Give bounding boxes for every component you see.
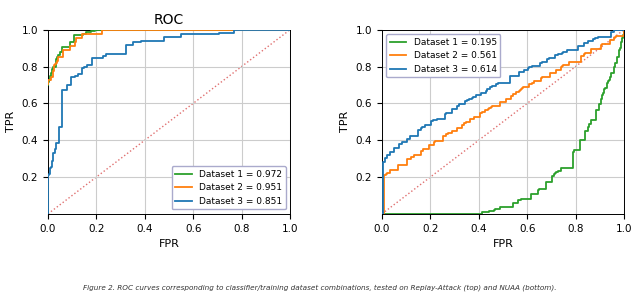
Dataset 3 = 0.851 — [61, 88, 68, 92]
X-axis label: FPR: FPR — [159, 239, 179, 249]
Dataset 1 = 0.195 — [542, 181, 550, 185]
Dataset 1 = 0.195 — [607, 71, 615, 75]
Dataset 3 = 0.614 — [441, 117, 449, 120]
Dataset 3 = 0.851 — [99, 57, 107, 60]
Dataset 2 = 0.951 — [201, 28, 209, 31]
Dataset 3 = 0.851 — [44, 212, 52, 216]
Dataset 3 = 0.851 — [208, 32, 216, 36]
Line: Dataset 1 = 0.972: Dataset 1 = 0.972 — [48, 30, 290, 85]
Dataset 3 = 0.614 — [611, 28, 619, 31]
Line: Dataset 3 = 0.851: Dataset 3 = 0.851 — [48, 30, 290, 214]
Dataset 1 = 0.972 — [286, 28, 294, 31]
Dataset 2 = 0.951 — [153, 28, 161, 31]
Dataset 2 = 0.951 — [100, 29, 108, 32]
Dataset 1 = 0.972 — [156, 28, 164, 31]
Dataset 2 = 0.951 — [59, 52, 67, 56]
Dataset 3 = 0.851 — [129, 43, 137, 47]
Legend: Dataset 1 = 0.195, Dataset 2 = 0.561, Dataset 3 = 0.614: Dataset 1 = 0.195, Dataset 2 = 0.561, Da… — [387, 34, 500, 78]
Line: Dataset 3 = 0.614: Dataset 3 = 0.614 — [382, 30, 624, 214]
Dataset 1 = 0.195 — [611, 61, 619, 65]
Y-axis label: TPR: TPR — [6, 111, 16, 132]
X-axis label: FPR: FPR — [493, 239, 513, 249]
Dataset 1 = 0.972 — [113, 28, 121, 31]
Line: Dataset 1 = 0.195: Dataset 1 = 0.195 — [382, 30, 624, 214]
Dataset 1 = 0.195 — [620, 32, 628, 35]
Dataset 3 = 0.614 — [378, 212, 386, 216]
Text: Figure 2. ROC curves corresponding to classifier/training dataset combinations, : Figure 2. ROC curves corresponding to cl… — [83, 285, 557, 291]
Dataset 3 = 0.851 — [44, 173, 52, 177]
Dataset 3 = 0.614 — [594, 36, 602, 39]
Dataset 3 = 0.851 — [44, 173, 52, 177]
Line: Dataset 2 = 0.951: Dataset 2 = 0.951 — [48, 30, 290, 84]
Y-axis label: TPR: TPR — [340, 111, 350, 132]
Dataset 1 = 0.195 — [618, 36, 626, 40]
Dataset 2 = 0.561 — [378, 212, 386, 216]
Dataset 3 = 0.614 — [620, 28, 628, 31]
Dataset 1 = 0.972 — [44, 81, 52, 85]
Dataset 2 = 0.951 — [44, 83, 52, 86]
Dataset 2 = 0.561 — [558, 65, 566, 69]
Dataset 2 = 0.951 — [44, 82, 52, 86]
Dataset 2 = 0.561 — [453, 129, 461, 132]
Title: ROC: ROC — [154, 13, 184, 27]
Dataset 3 = 0.614 — [559, 51, 567, 55]
Dataset 2 = 0.561 — [620, 28, 628, 31]
Dataset 3 = 0.614 — [580, 41, 588, 45]
Dataset 1 = 0.972 — [50, 65, 58, 69]
Dataset 1 = 0.195 — [617, 46, 625, 50]
Dataset 2 = 0.951 — [44, 82, 52, 86]
Dataset 3 = 0.851 — [286, 28, 294, 31]
Line: Dataset 2 = 0.561: Dataset 2 = 0.561 — [382, 30, 624, 214]
Dataset 1 = 0.195 — [378, 212, 386, 216]
Dataset 2 = 0.561 — [538, 75, 546, 79]
Dataset 1 = 0.972 — [44, 83, 52, 87]
Dataset 1 = 0.972 — [93, 28, 100, 31]
Dataset 2 = 0.951 — [286, 28, 294, 31]
Dataset 1 = 0.195 — [620, 28, 628, 31]
Dataset 3 = 0.614 — [620, 28, 628, 31]
Legend: Dataset 1 = 0.972, Dataset 2 = 0.951, Dataset 3 = 0.851: Dataset 1 = 0.972, Dataset 2 = 0.951, Da… — [172, 166, 285, 209]
Dataset 2 = 0.561 — [612, 35, 620, 38]
Dataset 1 = 0.972 — [44, 80, 52, 84]
Dataset 2 = 0.561 — [580, 52, 588, 56]
Dataset 3 = 0.851 — [230, 28, 237, 31]
Dataset 3 = 0.614 — [543, 57, 551, 61]
Dataset 2 = 0.951 — [148, 28, 156, 31]
Dataset 2 = 0.561 — [596, 43, 604, 46]
Dataset 1 = 0.972 — [92, 28, 99, 31]
